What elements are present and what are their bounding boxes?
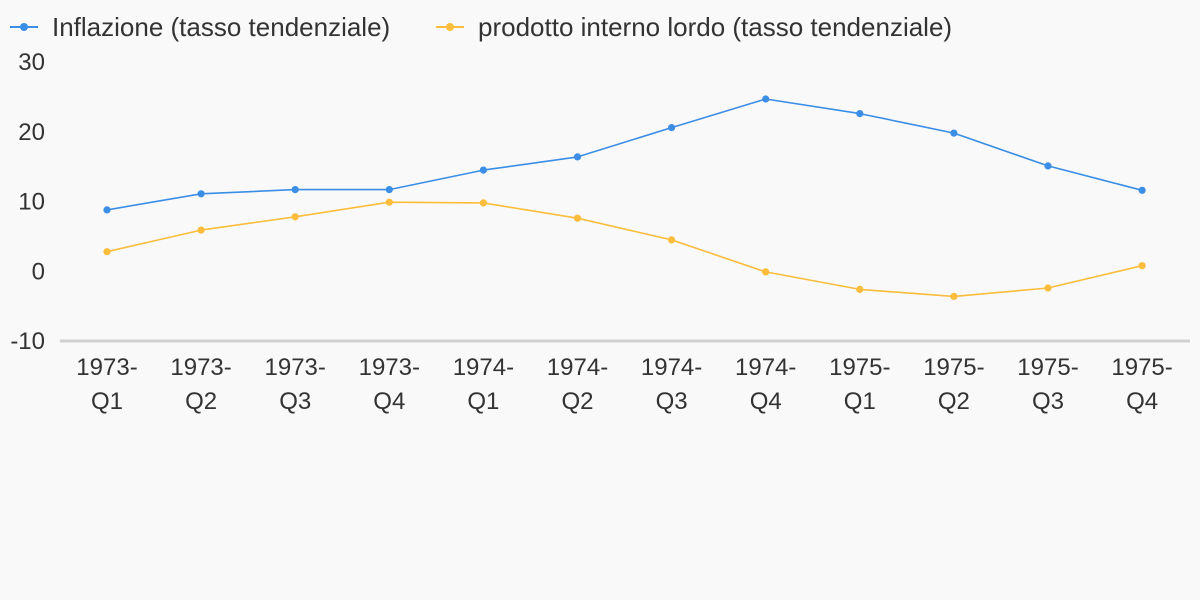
legend-item-1[interactable]: prodotto interno lordo (tasso tendenzial… <box>436 12 952 42</box>
data-point[interactable] <box>1044 284 1052 292</box>
x-tick-label-year: 1973- <box>76 354 137 381</box>
data-point[interactable] <box>668 124 676 132</box>
data-point[interactable] <box>385 186 393 194</box>
x-tick-label-year: 1974- <box>453 354 514 381</box>
y-tick-label: 10 <box>18 189 45 216</box>
x-tick-label-year: 1973- <box>265 354 326 381</box>
legend-swatch-marker <box>446 23 454 31</box>
plot-area <box>103 95 1146 300</box>
x-tick-label-quarter: Q4 <box>750 388 782 415</box>
x-tick-label: 1975- Q2 <box>923 354 984 415</box>
series-line <box>106 98 1143 211</box>
x-tick-label-quarter: Q1 <box>844 388 876 415</box>
x-tick-label: 1975- Q4 <box>1111 354 1172 415</box>
legend: Inflazione (tasso tendenziale) prodotto i… <box>10 12 952 42</box>
y-tick-label: 0 <box>32 258 45 285</box>
data-point[interactable] <box>856 110 864 118</box>
y-tick-label: -10 <box>10 328 45 355</box>
x-tick-label: 1975- Q1 <box>829 354 890 415</box>
legend-label: Inflazione (tasso tendenziale) <box>52 12 390 42</box>
data-point[interactable] <box>668 236 676 244</box>
x-tick-label-quarter: Q4 <box>1126 388 1158 415</box>
x-tick-label-year: 1974- <box>547 354 608 381</box>
legend-item-0[interactable]: Inflazione (tasso tendenziale) <box>10 12 390 42</box>
x-tick-label-year: 1975- <box>1111 354 1172 381</box>
data-point[interactable] <box>197 190 205 198</box>
data-point[interactable] <box>291 186 299 194</box>
x-tick-label: 1973- Q1 <box>76 354 137 415</box>
x-tick-label-quarter: Q2 <box>561 388 593 415</box>
x-tick-label-year: 1975- <box>923 354 984 381</box>
data-point[interactable] <box>762 268 770 276</box>
x-tick-label-quarter: Q3 <box>1032 388 1064 415</box>
data-point[interactable] <box>479 199 487 207</box>
x-tick-label-year: 1974- <box>735 354 796 381</box>
x-tick-label: 1973- Q3 <box>265 354 326 415</box>
data-point[interactable] <box>950 292 958 300</box>
data-point[interactable] <box>103 248 111 256</box>
x-tick-label-quarter: Q3 <box>656 388 688 415</box>
legend-swatch-marker <box>20 23 28 31</box>
x-tick-label: 1973- Q2 <box>170 354 231 415</box>
data-point[interactable] <box>291 213 299 221</box>
x-tick-label: 1974- Q2 <box>547 354 608 415</box>
data-point[interactable] <box>1138 186 1146 194</box>
x-tick-label: 1974- Q4 <box>735 354 796 415</box>
series-0 <box>103 95 1146 214</box>
x-tick-label-year: 1973- <box>359 354 420 381</box>
legend-label: prodotto interno lordo (tasso tendenzial… <box>478 12 952 42</box>
series-line <box>106 201 1143 298</box>
y-tick-label: 20 <box>18 119 45 146</box>
x-tick-label: 1974- Q3 <box>641 354 702 415</box>
x-tick-label-quarter: Q2 <box>185 388 217 415</box>
x-tick-label-quarter: Q4 <box>373 388 405 415</box>
y-tick-label: 30 <box>18 49 45 76</box>
data-point[interactable] <box>197 226 205 234</box>
data-point[interactable] <box>479 166 487 174</box>
x-tick-label-quarter: Q1 <box>91 388 123 415</box>
data-point[interactable] <box>385 198 393 206</box>
y-axis: 30 20 10 0 -10 <box>10 49 45 355</box>
data-point[interactable] <box>573 214 582 222</box>
data-point[interactable] <box>1138 262 1146 270</box>
x-tick-label-year: 1975- <box>1017 354 1078 381</box>
x-tick-label: 1973- Q4 <box>359 354 420 415</box>
x-tick-label-year: 1973- <box>170 354 231 381</box>
x-tick-label-quarter: Q2 <box>938 388 970 415</box>
data-point[interactable] <box>856 285 864 293</box>
x-tick-label-year: 1975- <box>829 354 890 381</box>
data-point[interactable] <box>950 129 958 137</box>
x-tick-label-quarter: Q1 <box>467 388 499 415</box>
x-axis: 1973-Q11973-Q21973-Q31973-Q41974-Q11974-… <box>60 339 1190 415</box>
data-point[interactable] <box>103 206 111 214</box>
data-point[interactable] <box>573 153 582 161</box>
data-point[interactable] <box>1044 162 1052 170</box>
data-point[interactable] <box>762 95 770 103</box>
x-tick-label: 1975- Q3 <box>1017 354 1078 415</box>
series-1 <box>103 198 1146 300</box>
x-tick-label: 1974- Q1 <box>453 354 514 415</box>
x-tick-label-year: 1974- <box>641 354 702 381</box>
x-tick-label-quarter: Q3 <box>279 388 311 415</box>
